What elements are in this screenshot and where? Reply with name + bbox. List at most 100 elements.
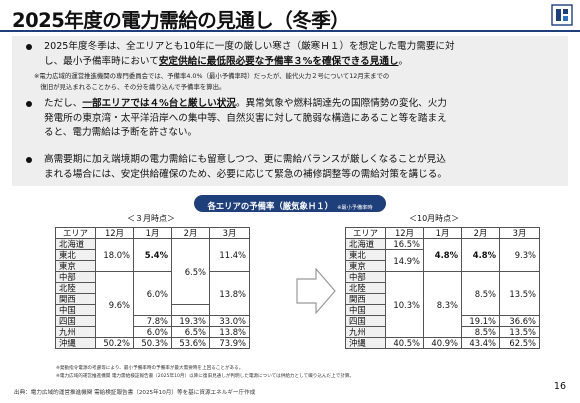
value-cell: 40.5% [385,337,424,349]
reserve-table-october: エリア 12月 1月 2月 3月 北海道 16.5% 4.8% 4.8% 9.3… [345,227,540,349]
value-cell: 4.8% [461,238,500,272]
header-cell: エリア [55,227,96,239]
note-line-2: 復旧が見込まれることから、その分を織り込んで予備率を算出。 [34,82,226,91]
area-cell: 北陸 [55,282,96,294]
header-cell: 1月 [133,227,172,239]
value-cell: 73.9% [209,337,250,349]
right-table-caption: ＜10月時点＞ [409,214,460,223]
text-span: 。 [398,55,409,67]
value-cell: 9.3% [499,238,540,272]
area-cell: 北海道 [55,238,96,250]
value-cell: 16.5% [385,238,424,250]
source-note: 出典：電力広域的運営推進機関 需給検証報告書（2025年10月）等を基に資源エネ… [14,390,256,396]
value-cell: 13.5% [499,271,540,316]
area-cell: 九州 [55,326,96,338]
table-header-row: エリア 12月 1月 2月 3月 [55,227,250,239]
header-cell: 12月 [385,227,424,239]
area-cell: 北陸 [345,282,386,294]
value-cell: 40.9% [423,337,462,349]
table-row: 九州 6.0% 6.5% 13.8% [55,326,250,338]
value-cell: 19.3% [171,315,210,327]
reserve-rate-header: 各エリアの予備率（厳気象Ｈ１） ※最小予備率時 [194,195,386,212]
header-cell: 3月 [499,227,540,239]
text-span: 。異常気象や燃料調達先の国際情勢の変化、火力 [235,98,447,109]
area-cell: 関西 [55,293,96,305]
table-row: 東北 [55,249,250,261]
area-cell: 東京 [55,260,96,272]
footnote-2: ※電力広域的運営推進機関 電力需給検証報告書（2025年10月）以降に復旧見通し… [56,374,355,379]
page-title: 2025年度の電力需給の見通し（冬季） [12,9,350,32]
bullet-2-line-3: ると、電力需給は予断を許さない。 [44,126,447,141]
text-span: ただし、 [44,98,83,109]
header-cell: 1月 [423,227,462,239]
text-span: 発電所の東京湾・太平洋沿岸への集中等、自然災害に対して脆弱な構造にあること等を踏… [44,112,447,124]
table-row: 沖縄 50.2% 50.3% 53.6% 73.9% [55,337,250,349]
footnote-1: ※発動指令電源の考慮等により、最小予備率時の予備率が最大需要時を上回ることがある… [56,366,244,371]
bullet-2-text: ただし、一部エリアでは４%台と厳しい状況。異常気象や燃料調達先の国際情勢の変化、… [44,97,447,141]
note-line-1: ※電力広域的運営推進機関の専門委員会では、予備率4.0%（最小予備率時）だったが… [34,72,390,80]
bullet-dot [26,101,32,107]
bullet-1-line-2: し、最小予備率時において安定供給に最低限必要な予備率３%を確保できる見通し。 [44,55,455,70]
bullet-2-line-2: 発電所の東京湾・太平洋沿岸への集中等、自然災害に対して脆弱な構造にあること等を踏… [44,112,447,127]
value-cell: 14.9% [385,249,424,272]
area-cell: 東北 [345,249,386,261]
table-header-row: エリア 12月 1月 2月 3月 [345,227,540,239]
value-cell: 50.3% [133,337,172,349]
right-arrow-icon [296,268,336,314]
reserve-rate-header-note: ※最小予備率時 [337,205,373,211]
area-cell: 中国 [345,304,386,316]
area-cell: 北海道 [345,238,386,250]
text-span: 高需要期に加え端境期の電力需給にも留意しつつ、更に需給バランスが厳しくなることが… [44,154,446,165]
value-cell: 8.5% [461,271,500,316]
area-cell: 四国 [345,315,386,327]
table-row: 沖縄 40.5% 40.9% 43.4% 62.5% [345,337,540,349]
bullet-1-line-1: 2025年度冬季は、全エリアとも10年に一度の厳しい寒さ（厳寒Ｈ１）を想定した電… [44,40,455,55]
meti-logo-icon [551,4,573,26]
bullet-3-text: 高需要期に加え端境期の電力需給にも留意しつつ、更に需給バランスが厳しくなることが… [44,153,447,182]
bullet-2-line-1: ただし、一部エリアでは４%台と厳しい状況。異常気象や燃料調達先の国際情勢の変化、… [44,97,447,112]
value-cell: 6.0% [133,271,172,316]
table-row: 東北 14.9% [345,249,540,272]
header-cell: 12月 [95,227,134,239]
header-cell: 3月 [209,227,250,239]
reserve-table-march: エリア 12月 1月 2月 3月 北海道 18.0% 5.4% 6.5% 11.… [55,227,250,349]
table-row: 中部 10.3% 8.3% 8.5% 13.5% [345,271,540,338]
value-cell: 18.0% [95,238,134,272]
value-cell: 6.5% [171,326,210,338]
area-cell: 九州 [345,326,386,338]
bullet-3-line-1: 高需要期に加え端境期の電力需給にも留意しつつ、更に需給バランスが厳しくなることが… [44,153,447,168]
value-cell: 5.4% [133,238,172,272]
value-cell: 10.3% [385,271,424,338]
value-cell: 33.0% [209,315,250,327]
table-row: 中部 9.6% 6.0% 13.8% [55,271,250,338]
bullet-1-text: 2025年度冬季は、全エリアとも10年に一度の厳しい寒さ（厳寒Ｈ１）を想定した電… [44,40,455,69]
value-cell: 4.8% [423,238,462,272]
area-cell: 東北 [55,249,96,261]
bullet-dot [26,157,32,163]
table-row: 四国 7.8% 19.3% 33.0% [55,315,250,327]
area-cell: 四国 [55,315,96,327]
table-row: 関西 [345,293,540,305]
value-cell: 13.8% [209,271,250,316]
title-underline [0,30,580,32]
page-number: 16 [553,381,566,392]
area-cell: 中部 [345,271,386,283]
area-cell: 沖縄 [345,337,386,349]
value-cell: 36.6% [499,315,540,327]
value-cell: 8.3% [423,271,462,338]
area-cell: 沖縄 [55,337,96,349]
value-cell: 7.8% [133,315,172,327]
bullet-3-line-2: まれる場合には、安定供給確保のため、必要に応じて緊急の補修調整等の需給対策を講じ… [44,168,447,183]
table-row: 東京 [55,260,250,272]
left-table-caption: ＜３月時点＞ [127,214,175,223]
reserve-rate-header-label: 各エリアの予備率（厳気象Ｈ１） [207,201,334,211]
value-cell: 8.5% [461,326,500,338]
area-cell: 関西 [345,293,386,305]
value-cell: 13.8% [209,326,250,338]
text-span: 2025年度冬季は、全エリアとも10年に一度の厳しい寒さ（厳寒Ｈ１）を想定した電… [44,41,455,52]
value-cell: 50.2% [95,337,134,349]
area-cell: 中国 [55,304,96,316]
table-row: 北海道 18.0% 5.4% 6.5% 11.4% [55,238,250,305]
emphasis-text: 一部エリアでは４%台と厳しい状況 [82,98,236,109]
value-cell: 13.5% [499,326,540,338]
